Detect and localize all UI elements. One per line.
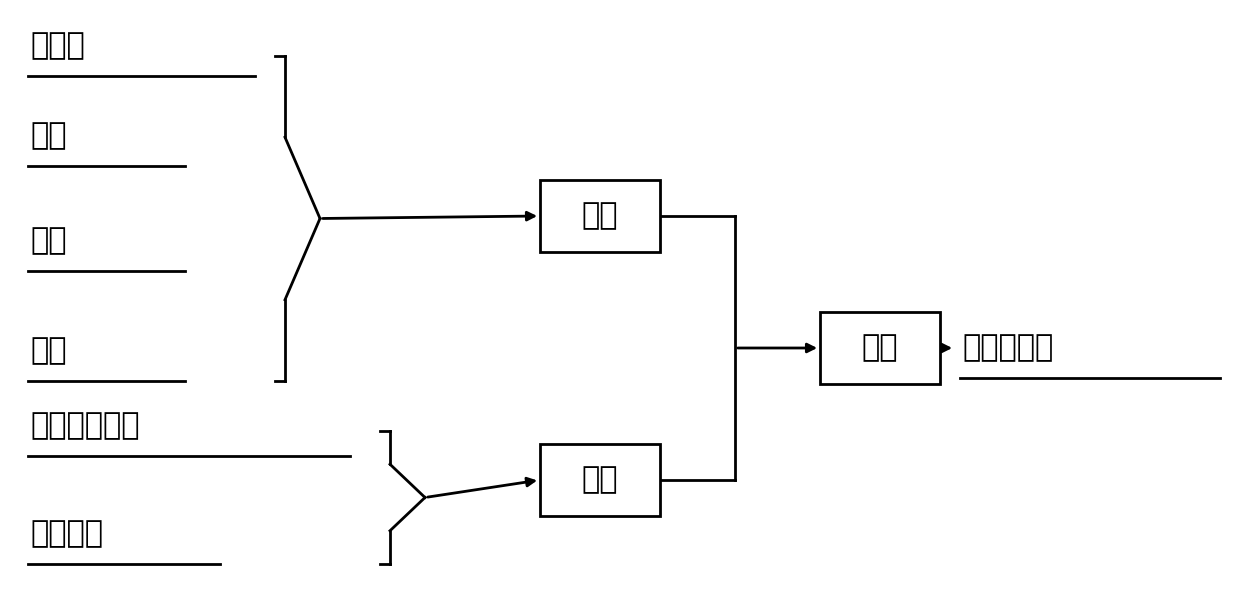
Text: 剩余含铁原料: 剩余含铁原料 [30, 411, 139, 440]
Bar [539, 180, 660, 252]
Text: 返矿: 返矿 [30, 122, 67, 151]
Text: 剩余熔剂: 剩余熔剂 [30, 520, 103, 548]
Text: 燃料: 燃料 [30, 226, 67, 256]
Bar [539, 444, 660, 516]
Text: 熔剂: 熔剂 [30, 337, 67, 365]
Text: 铁矿粉: 铁矿粉 [30, 32, 84, 61]
Text: 混合: 混合 [862, 334, 898, 362]
Text: 混合: 混合 [582, 465, 619, 495]
Text: 烧结混合料: 烧结混合料 [962, 334, 1053, 362]
Text: 混合: 混合 [582, 201, 619, 231]
Bar [820, 312, 940, 384]
